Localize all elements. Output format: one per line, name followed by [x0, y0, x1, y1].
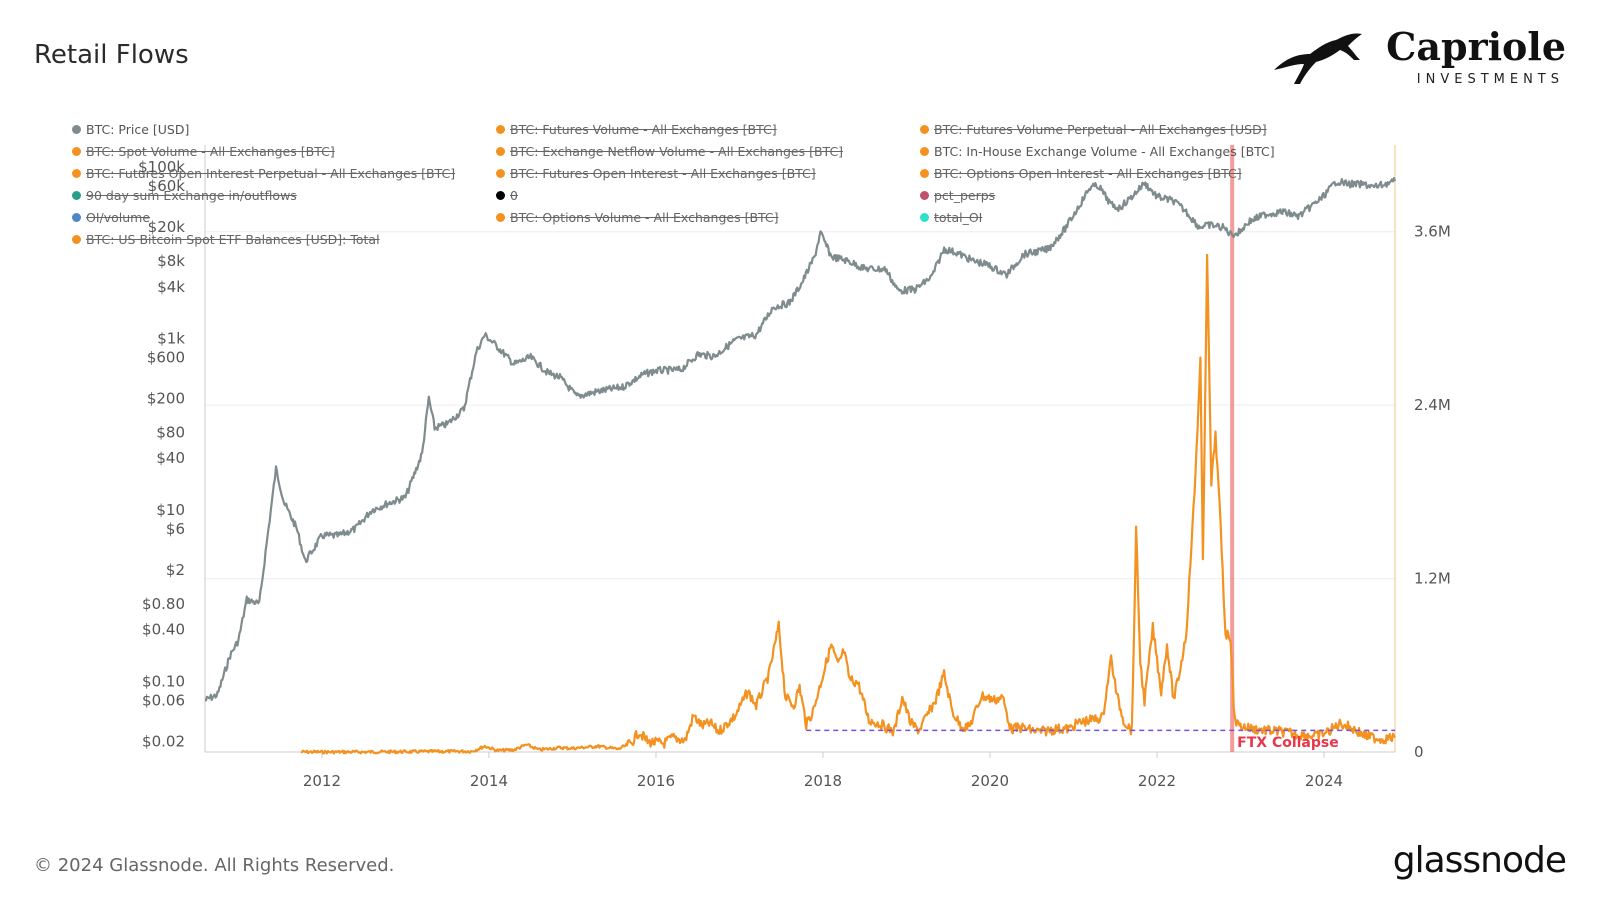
legend-item[interactable]: BTC: Futures Open Interest - All Exchang… — [496, 166, 816, 181]
legend-item[interactable]: BTC: Options Open Interest - All Exchang… — [920, 166, 1242, 181]
brand-subtitle: INVESTMENTS — [1416, 72, 1564, 87]
y-left-tick-label: $10 — [156, 501, 185, 519]
legend-marker-icon — [72, 147, 81, 156]
y-left-tick-label: $20k — [148, 218, 186, 236]
legend-marker-icon — [920, 213, 929, 222]
legend-item[interactable]: BTC: Futures Volume - All Exchanges [BTC… — [496, 122, 777, 137]
legend-marker-icon — [72, 213, 81, 222]
legend-label: OI/volume — [86, 210, 151, 225]
legend-label: 90 day sum Exchange in/outflows — [86, 188, 297, 203]
event-label: FTX Collapse — [1237, 735, 1339, 751]
legend-item[interactable]: BTC: Futures Volume Perpetual - All Exch… — [920, 122, 1267, 137]
legend-label: BTC: Options Volume - All Exchanges [BTC… — [510, 210, 779, 225]
legend-item[interactable]: BTC: Price [USD] — [72, 122, 189, 137]
legend-label: BTC: Futures Volume Perpetual - All Exch… — [934, 122, 1267, 137]
price-series-line — [204, 177, 1397, 702]
legend-label: BTC: Spot Volume - All Exchanges [BTC] — [86, 144, 335, 159]
y-right-tick-label: 0 — [1414, 743, 1424, 761]
y-right-tick-label: 3.6M — [1414, 223, 1451, 241]
legend-item[interactable]: pct_perps — [920, 188, 995, 203]
legend-label: BTC: Futures Open Interest - All Exchang… — [510, 166, 816, 181]
x-tick-label: 2014 — [470, 772, 508, 790]
y-left-tick-label: $200 — [147, 389, 185, 407]
y-left-tick-label: $2 — [166, 561, 185, 579]
legend-label: pct_perps — [934, 188, 996, 203]
legend-marker-icon — [496, 191, 505, 200]
legend-marker-icon — [496, 169, 505, 178]
legend-item[interactable]: BTC: In-House Exchange Volume - All Exch… — [920, 144, 1275, 159]
legend-marker-icon — [496, 213, 505, 222]
legend-marker-icon — [920, 191, 929, 200]
capriole-logo: Capriole INVESTMENTS — [1266, 24, 1566, 94]
legend-label: 0 — [510, 188, 518, 203]
x-tick-label: 2020 — [971, 772, 1009, 790]
x-tick-label: 2022 — [1138, 772, 1176, 790]
legend-label: BTC: Options Open Interest - All Exchang… — [934, 166, 1242, 181]
y-right-tick-label: 1.2M — [1414, 570, 1451, 588]
brand-name: Capriole — [1386, 24, 1566, 69]
legend: BTC: Price [USD] BTC: Futures Volume - Al… — [72, 122, 1332, 257]
legend-label: total_OI — [934, 210, 983, 225]
x-tick-label: 2024 — [1305, 772, 1343, 790]
event-marker — [1230, 145, 1235, 752]
horse-icon — [1274, 33, 1362, 84]
legend-item[interactable]: BTC: Options Volume - All Exchanges [BTC… — [496, 210, 779, 225]
y-left-tick-label: $100k — [138, 158, 185, 176]
page-title: Retail Flows — [34, 40, 189, 70]
y-left-tick-label: $0.80 — [142, 595, 185, 613]
y-left-tick-label: $4k — [157, 278, 185, 296]
y-left-tick-label: $40 — [156, 449, 185, 467]
y-left-tick-label: $0.06 — [142, 691, 185, 709]
legend-item[interactable]: OI/volume — [72, 210, 150, 225]
legend-item[interactable]: BTC: Futures Open Interest Perpetual - A… — [72, 166, 455, 181]
inhouse-volume-series-line — [300, 253, 1396, 755]
glassnode-logo: glassnode — [1392, 840, 1567, 881]
x-tick-label: 2016 — [637, 772, 675, 790]
legend-label: BTC: Exchange Netflow Volume - All Excha… — [510, 144, 844, 159]
y-left-tick-label: $600 — [147, 348, 185, 366]
legend-item[interactable]: total_OI — [920, 210, 982, 225]
legend-marker-icon — [920, 125, 929, 134]
y-left-tick-label: $80 — [156, 423, 185, 441]
legend-label: BTC: Futures Open Interest Perpetual - A… — [86, 166, 456, 181]
legend-label: BTC: Futures Volume - All Exchanges [BTC… — [510, 122, 777, 137]
y-left-tick-label: $0.02 — [142, 732, 185, 750]
legend-marker-icon — [72, 125, 81, 134]
y-right-tick-label: 2.4M — [1414, 396, 1451, 414]
legend-label: BTC: US Bitcoin Spot ETF Balances [USD]:… — [86, 232, 380, 247]
legend-marker-icon — [920, 169, 929, 178]
y-left-tick-label: $0.40 — [142, 621, 185, 639]
legend-item[interactable]: BTC: Exchange Netflow Volume - All Excha… — [496, 144, 843, 159]
y-left-tick-label: $1k — [157, 329, 185, 347]
legend-marker-icon — [72, 235, 81, 244]
legend-marker-icon — [72, 191, 81, 200]
legend-marker-icon — [496, 147, 505, 156]
copyright-text: © 2024 Glassnode. All Rights Reserved. — [34, 855, 395, 876]
y-left-tick-label: $60k — [148, 177, 186, 195]
legend-item[interactable]: 90 day sum Exchange in/outflows — [72, 188, 297, 203]
legend-item[interactable]: BTC: US Bitcoin Spot ETF Balances [USD]:… — [72, 232, 380, 247]
x-tick-label: 2018 — [804, 772, 842, 790]
legend-marker-icon — [72, 169, 81, 178]
legend-label: BTC: In-House Exchange Volume - All Exch… — [934, 144, 1275, 159]
y-left-tick-label: $8k — [157, 252, 185, 270]
legend-item[interactable]: 0 — [496, 188, 518, 203]
x-tick-label: 2012 — [303, 772, 341, 790]
legend-item[interactable]: BTC: Spot Volume - All Exchanges [BTC] — [72, 144, 335, 159]
legend-marker-icon — [920, 147, 929, 156]
legend-label: BTC: Price [USD] — [86, 122, 190, 137]
y-left-tick-label: $6 — [166, 520, 185, 538]
y-left-tick-label: $0.10 — [142, 672, 185, 690]
legend-marker-icon — [496, 125, 505, 134]
